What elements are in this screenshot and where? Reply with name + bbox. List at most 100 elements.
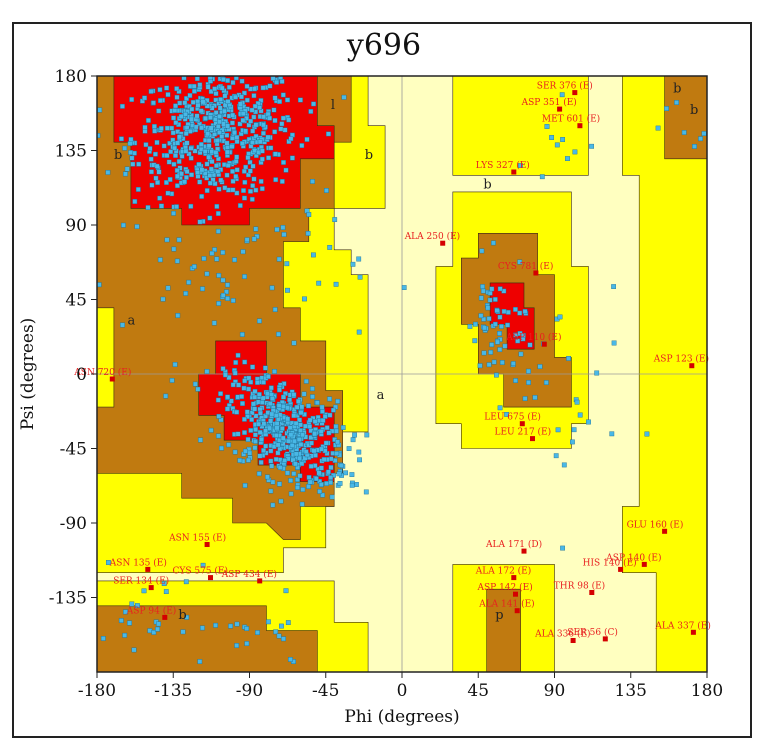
residue-point: [532, 395, 538, 400]
residue-point: [244, 237, 250, 243]
outlier-label: ASN 155 (E): [168, 533, 226, 544]
residue-point: [214, 256, 220, 262]
residue-point: [306, 212, 312, 217]
residue-point: [363, 489, 369, 495]
residue-point: [207, 115, 213, 120]
residue-point: [279, 178, 285, 184]
residue-point: [281, 636, 286, 642]
residue-point: [326, 131, 331, 137]
residue-point: [208, 125, 214, 131]
residue-point: [215, 124, 221, 129]
residue-point: [158, 125, 164, 131]
residue-point: [258, 460, 264, 465]
residue-point: [537, 364, 543, 369]
residue-point: [233, 360, 239, 365]
residue-point: [250, 364, 255, 370]
residue-point: [172, 362, 178, 367]
residue-point: [225, 406, 230, 412]
residue-point: [163, 589, 169, 595]
outlier-label: LYS 327 (E): [476, 160, 530, 171]
residue-point: [320, 418, 326, 423]
residue-point: [265, 111, 271, 117]
residue-point: [163, 393, 169, 399]
residue-point: [204, 63, 208, 67]
residue-point: [298, 97, 303, 103]
outlier-label: ASN 720 (E): [73, 367, 131, 378]
y-tick-label: 180: [55, 67, 87, 87]
residue-point: [237, 121, 243, 127]
outlier-label: SER 134 (E): [113, 576, 169, 587]
residue-point: [297, 473, 303, 479]
residue-point: [172, 108, 178, 114]
x-tick-label: -180: [78, 681, 116, 701]
residue-point: [176, 159, 182, 164]
residue-point: [253, 133, 259, 139]
residue-point: [195, 386, 201, 392]
residue-point: [198, 66, 202, 70]
region-label: a: [377, 388, 385, 403]
residue-point: [257, 453, 263, 459]
residue-point: [214, 203, 220, 209]
residue-point: [561, 462, 567, 468]
residue-point: [274, 425, 280, 431]
residue-point: [259, 148, 265, 154]
residue-point: [263, 443, 269, 449]
residue-point: [312, 431, 318, 437]
residue-point: [186, 151, 192, 157]
residue-point: [310, 386, 315, 392]
residue-point: [242, 483, 248, 488]
residue-point: [259, 156, 265, 162]
residue-point: [154, 163, 160, 169]
residue-point: [290, 155, 295, 161]
residue-point: [234, 409, 240, 415]
region-label: a: [128, 313, 136, 328]
residue-point: [188, 145, 194, 151]
outlier-label: THR 98 (E): [554, 581, 605, 592]
residue-point: [200, 99, 206, 105]
residue-point: [276, 256, 282, 262]
residue-point: [526, 380, 532, 385]
residue-point: [246, 386, 251, 392]
outlier-point: [440, 240, 446, 246]
residue-point: [188, 116, 194, 122]
residue-point: [105, 560, 111, 565]
residue-point: [237, 203, 243, 208]
residue-point: [336, 471, 342, 477]
residue-point: [183, 148, 189, 154]
residue-point: [145, 117, 151, 123]
residue-point: [188, 155, 194, 161]
residue-point: [286, 117, 292, 123]
residue-point: [191, 88, 197, 94]
residue-point: [166, 64, 170, 68]
residue-point: [220, 292, 226, 298]
residue-point: [250, 128, 256, 134]
residue-point: [338, 463, 344, 468]
residue-point: [248, 118, 254, 124]
residue-point: [401, 285, 407, 290]
residue-point: [214, 163, 219, 169]
residue-point: [716, 141, 720, 145]
residue-point: [288, 478, 294, 483]
residue-point: [278, 498, 284, 504]
residue-point: [234, 621, 240, 627]
residue-point: [261, 122, 266, 128]
residue-point: [494, 308, 500, 313]
residue-point: [285, 620, 291, 626]
residue-point: [543, 380, 549, 385]
residue-point: [517, 310, 523, 316]
residue-point: [499, 360, 505, 365]
residue-point: [261, 421, 267, 427]
residue-point: [332, 217, 338, 222]
residue-point: [492, 321, 498, 327]
outlier-point: [519, 421, 525, 427]
residue-point: [341, 94, 347, 100]
outlier-label: ASP 434 (E): [221, 569, 277, 580]
residue-point: [294, 446, 300, 452]
residue-point: [487, 297, 493, 303]
residue-point: [698, 136, 704, 142]
residue-point: [609, 431, 615, 437]
residue-point: [191, 83, 197, 89]
residue-point: [241, 416, 247, 422]
residue-point: [356, 449, 362, 455]
